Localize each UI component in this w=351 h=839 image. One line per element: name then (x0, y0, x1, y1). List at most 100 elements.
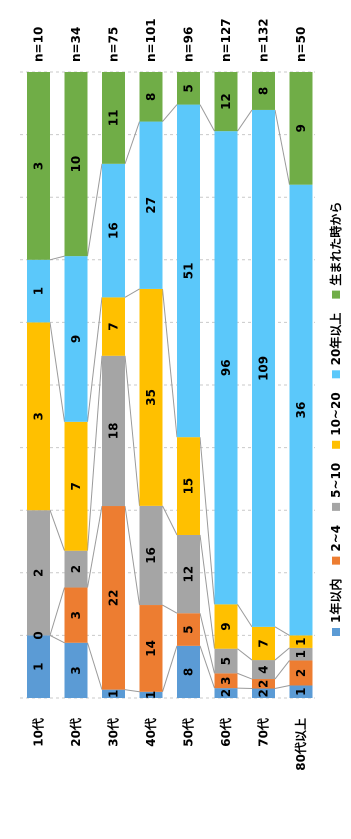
legend: 1年以内 2~4 5~10 10~20 20年以上 生まれた時から (328, 202, 343, 636)
data-label: 7 (257, 639, 271, 647)
bar-segment (64, 256, 88, 422)
data-label: 27 (144, 197, 158, 214)
bar-segment (252, 679, 275, 689)
bar-segment (252, 109, 275, 627)
category-label: 50代 (181, 718, 196, 747)
data-label: 1 (294, 637, 308, 645)
bar-segment (214, 604, 238, 649)
series-connector-line (237, 604, 253, 628)
series-connector-line (274, 626, 290, 636)
bar-segment (27, 72, 50, 260)
legend-label: 生まれた時から (328, 202, 343, 286)
series-connector-line (274, 647, 290, 661)
legend-swatch (332, 502, 340, 511)
category-label: 30代 (106, 718, 121, 747)
data-label: 35 (144, 389, 158, 406)
bar-segment (64, 550, 88, 588)
legend-label: 5~10 (329, 463, 343, 498)
series-connector-line (237, 109, 253, 132)
data-label: 4 (257, 665, 271, 673)
category-label: 60代 (218, 718, 233, 747)
legend-swatch (332, 290, 340, 299)
data-label: 2 (257, 680, 271, 688)
data-label: 0 (32, 631, 46, 639)
series-connector-line (87, 642, 103, 690)
bar-segment (27, 635, 50, 698)
data-label: 1 (32, 663, 46, 671)
data-label: 7 (69, 482, 83, 490)
legend-swatch (332, 556, 340, 565)
bar-segment (102, 355, 125, 507)
bar-segment (252, 626, 275, 661)
bar-segment (289, 647, 313, 661)
bar-segment (214, 673, 238, 689)
bar-segment (102, 163, 125, 298)
data-label: 8 (144, 93, 158, 101)
bar-segment (177, 104, 200, 438)
bar-segment (214, 131, 238, 605)
series-connector-line (124, 689, 140, 693)
series-connector-line (162, 288, 178, 438)
data-label: 18 (107, 423, 121, 440)
bar-segment (64, 642, 88, 698)
category-label: 20代 (68, 718, 83, 747)
n-label: n=96 (182, 27, 196, 62)
category-labels: 10代 20代 30代 40代 50代 60代 70代 80代以上 (31, 718, 309, 771)
data-label: 16 (144, 547, 158, 564)
legend-label: 10~20 (329, 392, 343, 435)
data-label: 3 (32, 412, 46, 420)
bar-segment (289, 184, 313, 636)
bar-segment (139, 288, 163, 506)
data-label: 3 (219, 677, 233, 685)
bar-segment (252, 72, 275, 110)
series-connector-line (274, 660, 290, 680)
data-label: 9 (294, 124, 308, 132)
data-label: 12 (219, 93, 233, 110)
series-connector-line (49, 510, 65, 551)
series-connector-line (124, 288, 140, 298)
data-label: 109 (257, 356, 271, 381)
data-label: 16 (107, 222, 121, 239)
bar-segment (102, 689, 125, 698)
bar-segment (64, 587, 88, 643)
data-labels: 1023133327910122187161111416352788512155… (32, 84, 309, 699)
n-label: n=75 (107, 27, 121, 62)
series-connector-line (49, 255, 65, 261)
bar-segment (252, 660, 275, 680)
bar-segment (252, 688, 275, 698)
category-label: 70代 (256, 718, 271, 747)
data-label: 2 (32, 569, 46, 577)
data-label: 1 (144, 691, 158, 699)
series-connector-line (162, 604, 178, 614)
data-label: 2 (69, 565, 83, 573)
bars (27, 72, 313, 698)
data-label: 10 (69, 156, 83, 173)
series-connector-line (199, 104, 215, 132)
bar-segment (102, 297, 125, 356)
bar-segment (139, 121, 163, 289)
series-connector-line (87, 163, 103, 257)
data-label: 8 (182, 668, 196, 676)
series-connector-line (237, 672, 253, 680)
series-connector-line (237, 648, 253, 661)
data-label: 14 (144, 640, 158, 657)
data-label: 3 (32, 162, 46, 170)
n-labels: n=10 n=34 n=75 n=101 n=96 n=127 n=132 n=50 (32, 18, 309, 62)
category-label: 80代以上 (293, 718, 308, 771)
n-label: n=34 (69, 27, 83, 62)
series-connector-line (87, 505, 103, 588)
n-label: n=101 (144, 18, 158, 62)
bar-segment (64, 72, 88, 257)
data-label: 3 (69, 611, 83, 619)
n-label: n=10 (32, 27, 46, 62)
data-label: 96 (219, 359, 233, 376)
legend-label: 2~4 (329, 525, 343, 552)
bar-segment (214, 688, 238, 698)
bar-segment (64, 421, 88, 551)
bar-segment (139, 72, 163, 122)
data-label: 9 (219, 622, 233, 630)
data-label: 51 (182, 263, 196, 280)
n-label: n=50 (294, 27, 308, 62)
data-label: 8 (257, 87, 271, 95)
